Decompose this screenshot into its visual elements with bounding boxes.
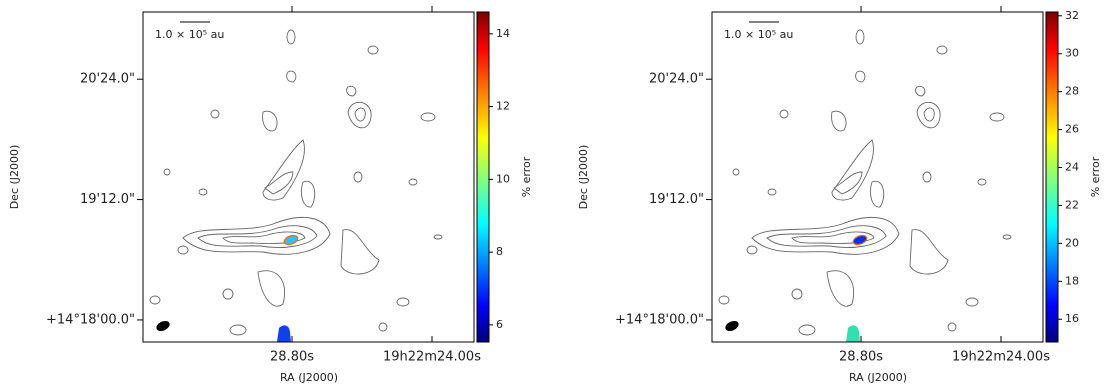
colorbar-tick-label: 28	[1065, 85, 1079, 98]
x-tick-label: 28.80s	[839, 350, 883, 365]
x-axis-label: RA (J2000)	[280, 371, 338, 384]
beam	[724, 319, 740, 333]
x-tick-label: 28.80s	[270, 350, 314, 365]
colorbar-tick-label: 8	[496, 245, 503, 258]
x-tick-label: 19h22m24.00s	[383, 350, 481, 365]
y-tick-label: 20'24.0"	[80, 72, 135, 87]
plot-frame	[712, 12, 1043, 342]
colorbar-tick-label: 12	[496, 100, 510, 113]
colorbar-tick-label: 30	[1065, 47, 1079, 60]
figure: 1.0 × 10⁵ au 28.80s 19h22m24.00s +14°18'00.…	[0, 0, 1104, 387]
x-axis-label: RA (J2000)	[849, 371, 907, 384]
colorbar	[477, 12, 489, 342]
colorbar-tick-label: 22	[1065, 198, 1079, 211]
y-axis-label: Dec (J2000)	[577, 145, 590, 210]
y-tick-label: 19'12.0"	[80, 192, 135, 207]
plot-frame	[143, 12, 474, 342]
colorbar-tick-label: 32	[1065, 9, 1079, 22]
contours	[719, 30, 1011, 335]
y-tick-label: 20'24.0"	[649, 72, 704, 87]
colorbar-tick-label: 6	[496, 318, 503, 331]
y-tick-label: 19'12.0"	[649, 192, 704, 207]
colorbar-tick-label: 20	[1065, 236, 1079, 249]
beam	[155, 319, 171, 333]
colorbar-tick-label: 10	[496, 172, 510, 185]
x-tick-label: 19h22m24.00s	[952, 350, 1050, 365]
colorbar	[1046, 12, 1058, 342]
scale-bar-label: 1.0 × 10⁵ au	[724, 28, 793, 41]
error-blob	[277, 325, 291, 342]
scale-bar-label: 1.0 × 10⁵ au	[155, 28, 224, 41]
error-blob	[846, 325, 860, 342]
colorbar-tick-label: 16	[1065, 312, 1079, 325]
y-tick-label: +14°18'00.0"	[46, 312, 135, 327]
y-axis-label: Dec (J2000)	[8, 145, 21, 210]
colorbar-label: % error	[520, 156, 533, 197]
colorbar-tick-label: 14	[496, 27, 510, 40]
colorbar-tick-label: 18	[1065, 274, 1079, 287]
colorbar-label: % error	[1089, 156, 1102, 197]
error-blob	[283, 234, 299, 246]
colorbar-tick-label: 26	[1065, 123, 1079, 136]
error-blob	[852, 234, 868, 246]
colorbar-tick-label: 24	[1065, 161, 1079, 174]
y-tick-label: +14°18'00.0"	[615, 312, 704, 327]
contours	[150, 30, 442, 335]
